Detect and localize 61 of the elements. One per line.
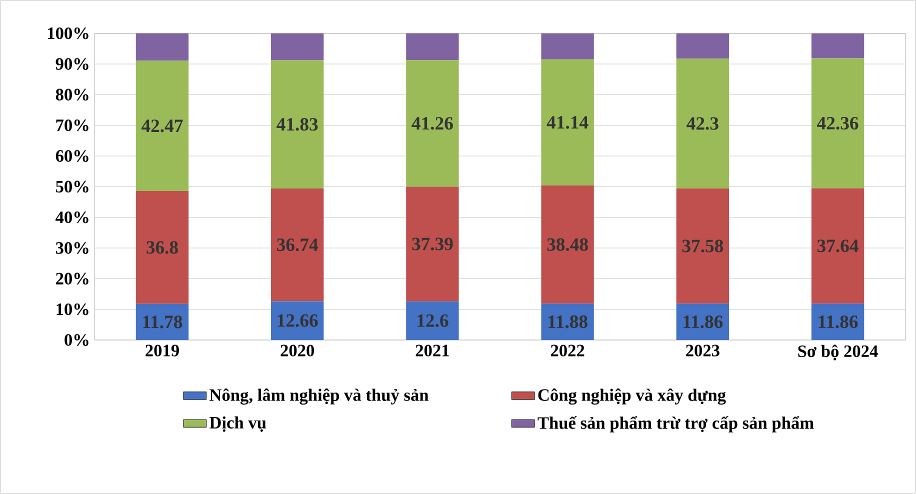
bar <box>406 60 459 187</box>
data-label: 11.88 <box>548 315 588 328</box>
data-label: 12.6 <box>418 314 448 327</box>
data-label: 11.78 <box>143 316 182 328</box>
y-tick-label: 100% <box>48 27 88 40</box>
bar <box>270 60 324 189</box>
bar <box>541 59 594 186</box>
x-tick-label: 2022 <box>550 344 584 356</box>
legend-label: Thuế sản phẩm trừ trợ cấp sản phẩm <box>538 416 814 432</box>
data-label: 41.26 <box>412 117 453 130</box>
legend-label: Nông, lâm nghiệp và thuỷ sản <box>210 388 429 405</box>
bar <box>541 304 594 340</box>
bar <box>541 186 594 304</box>
x-tick-label: 2021 <box>416 344 449 356</box>
y-tick-label: 0% <box>64 334 88 346</box>
bar <box>676 304 730 340</box>
data-label: 11.86 <box>818 315 858 328</box>
data-label: 37.39 <box>412 238 453 250</box>
y-tick-label: 70% <box>56 119 88 132</box>
y-tick-label: 10% <box>56 303 88 316</box>
legend-label: Dịch vụ <box>210 416 266 432</box>
legend-label: Công nghiệp và xây dựng <box>538 388 726 405</box>
x-tick-label: 2019 <box>146 344 179 356</box>
data-label: 36.8 <box>146 241 178 254</box>
bar <box>406 301 459 340</box>
data-label: 42.47 <box>141 120 183 132</box>
bar <box>136 60 189 192</box>
y-tick-label: 50% <box>56 180 88 193</box>
y-tick-label: 80% <box>56 88 88 101</box>
y-tick-label: 30% <box>56 242 88 254</box>
x-tick-label: 2023 <box>686 344 720 356</box>
y-tick-label: 20% <box>56 272 88 285</box>
data-label: 41.83 <box>276 118 318 131</box>
bar <box>541 33 594 60</box>
data-label: 42.36 <box>817 116 858 130</box>
data-label: 38.48 <box>547 238 588 251</box>
bar <box>811 188 864 304</box>
data-label: 36.74 <box>277 238 318 252</box>
bar <box>136 33 189 61</box>
bar <box>676 33 730 59</box>
data-label: 11.86 <box>684 315 723 328</box>
bar <box>811 58 864 188</box>
y-tick-label: 60% <box>56 150 88 162</box>
bar <box>406 33 459 60</box>
bar <box>811 33 864 58</box>
data-label: 37.58 <box>682 240 724 252</box>
bar <box>406 186 459 302</box>
data-label: 42.3 <box>686 117 718 130</box>
data-label: 41.14 <box>546 116 588 129</box>
bar <box>270 33 324 60</box>
y-tick-label: 40% <box>56 211 88 224</box>
bar <box>270 188 324 302</box>
data-label: 12.66 <box>278 314 318 327</box>
x-tick-label: 2020 <box>280 344 314 356</box>
data-label: 37.64 <box>817 240 858 252</box>
bar <box>676 58 730 188</box>
bar <box>676 188 730 304</box>
x-tick-label: Sơ bộ 2024 <box>798 344 878 360</box>
bar <box>136 304 189 340</box>
bar <box>136 191 189 304</box>
y-tick-label: 90% <box>56 58 88 70</box>
